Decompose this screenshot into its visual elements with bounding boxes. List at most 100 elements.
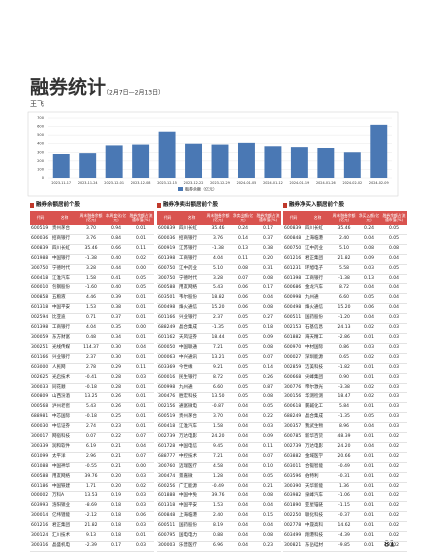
- table-cell: 0.18: [104, 511, 128, 523]
- table-cell: 6.60: [205, 383, 231, 394]
- table-row: 601216 君正集团 21.82 0.18 0.03: [30, 521, 154, 533]
- table-cell: 600919: [157, 244, 178, 255]
- table-row: 601166 兴业银行 2.37 0.30 0.01: [30, 353, 154, 364]
- table-row: 002625 光启技术 -0.41 0.28 0.03: [30, 373, 154, 384]
- table-cell: 国药股份: [304, 313, 331, 325]
- table-cell: 603982: [283, 491, 304, 503]
- table-row: 300124 汇川技术 9.13 0.18 0.01: [30, 531, 154, 542]
- table-title: 融券净买入额居前个股: [283, 200, 407, 211]
- table-cell: 5.43: [78, 402, 104, 414]
- table-cell: 人民网: [51, 363, 78, 374]
- table-cell: 601882: [283, 333, 304, 344]
- table-cell: 300750: [30, 264, 51, 275]
- table-cell: 601231: [283, 264, 304, 275]
- table-cell: 1.36: [331, 482, 357, 493]
- table-row: 300156 华测检测 18.47 0.02 0.03: [283, 392, 407, 404]
- table-cell: 0.13: [231, 244, 255, 255]
- table-cell: 2.37: [78, 353, 104, 364]
- table-cell: 0.04: [231, 521, 255, 533]
- table-cell: 600036: [30, 234, 51, 245]
- table-cell: 5.84: [331, 402, 357, 414]
- table-cell: 1.58: [78, 274, 104, 285]
- table-cell: 4.58: [205, 462, 231, 473]
- table-row: 601162 天风证券 18.44 0.05 0.09: [157, 333, 281, 344]
- table-cell: 39.76: [205, 491, 231, 503]
- table-cell: 0.15: [255, 511, 281, 523]
- table-cell: 601166: [157, 313, 178, 325]
- table-cell: 0.01: [128, 412, 154, 424]
- table-cell: 0.02: [381, 452, 407, 463]
- table-cell: 0.28: [104, 383, 128, 394]
- table-cell: 24.20: [205, 432, 231, 443]
- table-cell: 601318: [157, 501, 178, 513]
- table-cell: 0.84: [104, 234, 128, 245]
- table-cell: 0.05: [231, 353, 255, 364]
- table-row: 603369 今世缘 9.21 0.05 0.14: [157, 363, 281, 374]
- table-cell: 0.01: [357, 531, 381, 542]
- table-cell: 天风证券: [178, 333, 205, 344]
- table-row: 600750 江中药业 5.10 0.08 0.31: [157, 264, 281, 275]
- table-cell: 1.28: [205, 472, 231, 483]
- data-table: 代码 名称 周末融券余额(亿元) 净卖出额(亿元) 融券余额占流通市值(%) 600839…: [157, 211, 281, 552]
- table-cell: -8.69: [78, 501, 104, 513]
- table-cell: 0.30: [104, 353, 128, 364]
- bar: [343, 152, 361, 178]
- x-tick-label: 2023-11-17: [51, 181, 71, 185]
- column-header: 周末融券余额(亿元): [331, 211, 357, 225]
- column-header: 融券余额占流通市值(%): [381, 211, 407, 225]
- y-tick-label: 400: [37, 142, 45, 146]
- table-row: 601882 海天精工 -2.86 0.01 0.03: [283, 333, 407, 344]
- table-row: 300476 胜宏科技 13.50 0.05 0.08: [157, 392, 281, 404]
- x-tick-label: 2023-12-01: [104, 181, 124, 185]
- table-cell: 0.20: [104, 482, 128, 493]
- table-cell: 0.02: [381, 482, 407, 493]
- table-cell: 0.01: [128, 225, 154, 235]
- table-cell: -1.38: [331, 274, 357, 285]
- table-cell: 0.04: [231, 501, 255, 513]
- table-cell: 0.04: [357, 442, 381, 453]
- table-cell: 0.03: [128, 501, 154, 513]
- table-cell: 0.02: [357, 353, 381, 364]
- table-cell: -3.38: [331, 383, 357, 394]
- table-cell: 300357: [283, 422, 304, 434]
- table-cell: -1.35: [331, 412, 357, 424]
- table-cell: 0.01: [357, 521, 381, 533]
- column-header: 融券余额占流通市值(%): [128, 211, 154, 225]
- table-cell: 1.58: [205, 422, 231, 434]
- table-cell: 0.20: [255, 254, 281, 265]
- table-cell: 0.03: [381, 412, 407, 424]
- bar: [317, 148, 335, 178]
- table-cell: 四川长虹: [51, 244, 78, 255]
- table-cell: 0.03: [381, 353, 407, 364]
- table-cell: 中国银行: [51, 254, 78, 265]
- table-row: 601318 中国平安 1.53 0.04 0.04: [157, 501, 281, 513]
- table-cell: 0.03: [255, 422, 281, 434]
- table-cell: 0.04: [231, 491, 255, 503]
- table-cell: 合锻智能: [304, 462, 331, 473]
- x-tick-label: 2023-12-08: [131, 181, 151, 185]
- table-row: 300776 帝尔激光 -3.38 0.02 0.03: [283, 383, 407, 394]
- table-cell: 002778: [283, 521, 304, 533]
- table-cell: 600839: [157, 225, 178, 235]
- table-cell: 0.23: [104, 422, 128, 434]
- table-row: 600498 烽火通信 15.20 0.06 0.08: [157, 303, 281, 315]
- table-cell: 0.02: [381, 541, 407, 552]
- table-cell: 0.08: [357, 244, 381, 255]
- table-cell: 0.05: [128, 283, 154, 295]
- table-cell: 0.01: [357, 373, 381, 384]
- table-cell: 0.00: [128, 264, 154, 275]
- table-row: 600050 中国联通 7.21 0.05 0.08: [157, 343, 281, 354]
- table-cell: 0.03: [381, 422, 407, 434]
- table-cell: 中信证券: [51, 422, 78, 434]
- table-cell: 603011: [283, 462, 304, 473]
- table-cell: -1.06: [331, 491, 357, 503]
- table-row: 600795 国电电力 0.88 0.04 0.08: [157, 531, 281, 542]
- table-row: 601398 工商银行 4.04 0.11 0.20: [157, 254, 281, 265]
- table-cell: 1.53: [205, 501, 231, 513]
- header-row: 代码 名称 周末融券余额(亿元) 净买入额(亿元) 融券余额占流通市值(%): [283, 211, 407, 225]
- table-cell: 300003: [157, 541, 178, 552]
- table-cell: 0.11: [255, 442, 281, 453]
- table-cell: 13.25: [78, 392, 104, 404]
- table-cell: 0.18: [255, 323, 281, 334]
- table-title: 融券余额居前个股: [30, 200, 154, 211]
